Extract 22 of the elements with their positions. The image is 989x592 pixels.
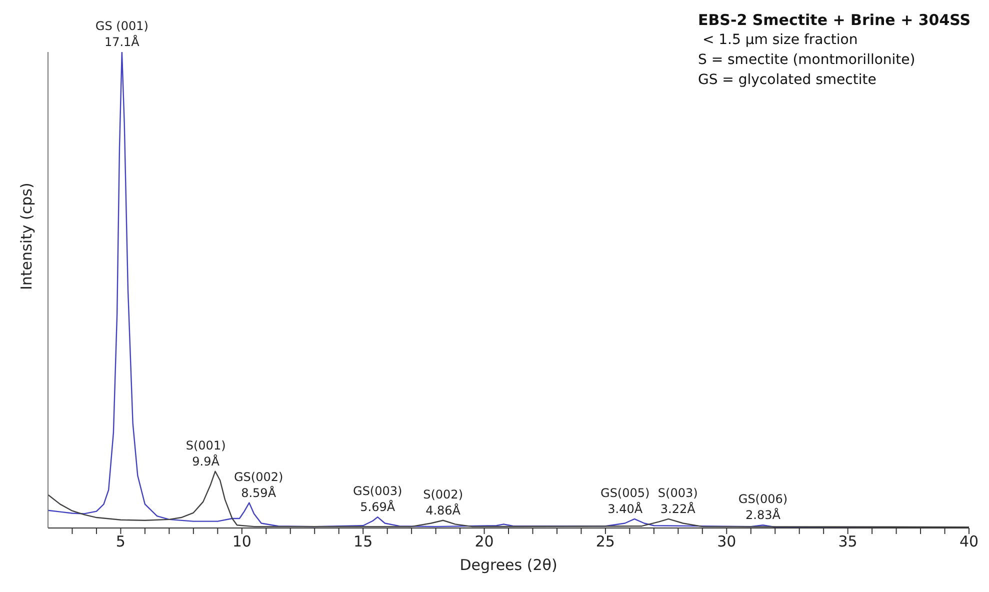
- annotation: GS(002) 8.59Å: [234, 470, 284, 500]
- x-axis-title: Degrees (2θ): [460, 556, 558, 574]
- y-axis-title: Intensity (cps): [17, 182, 36, 290]
- x-tick-label: 25: [596, 532, 615, 551]
- annotation: GS (001) 17.1Å: [95, 19, 148, 49]
- x-tick-label: 5: [116, 532, 126, 551]
- x-tick-label: 20: [474, 532, 494, 551]
- annotation: GS(003) 5.69Å: [353, 484, 402, 514]
- x-tick-label: 30: [717, 532, 736, 551]
- chart-title: EBS-2 Smectite + Brine + 304SS: [698, 10, 971, 30]
- x-tick-label: 10: [232, 532, 252, 551]
- annotation: GS = glycolated smectite: [698, 71, 878, 90]
- x-tick-label: 35: [838, 532, 858, 551]
- x-tick-label: 40: [959, 532, 979, 551]
- annotation: S(001) 9.9Å: [186, 438, 226, 468]
- annotation: GS(006) 2.83Å: [738, 492, 788, 522]
- chart-subtitle: < 1.5 µm size fraction: [701, 31, 859, 50]
- annotation: GS(005) 3.40Å: [600, 486, 650, 516]
- x-tick-label: 15: [354, 532, 373, 551]
- annotation: S(002) 4.86Å: [423, 487, 464, 518]
- annotation: S = smectite (montmorillonite): [698, 51, 916, 70]
- annotation: S(003) 3.22Å: [658, 486, 698, 516]
